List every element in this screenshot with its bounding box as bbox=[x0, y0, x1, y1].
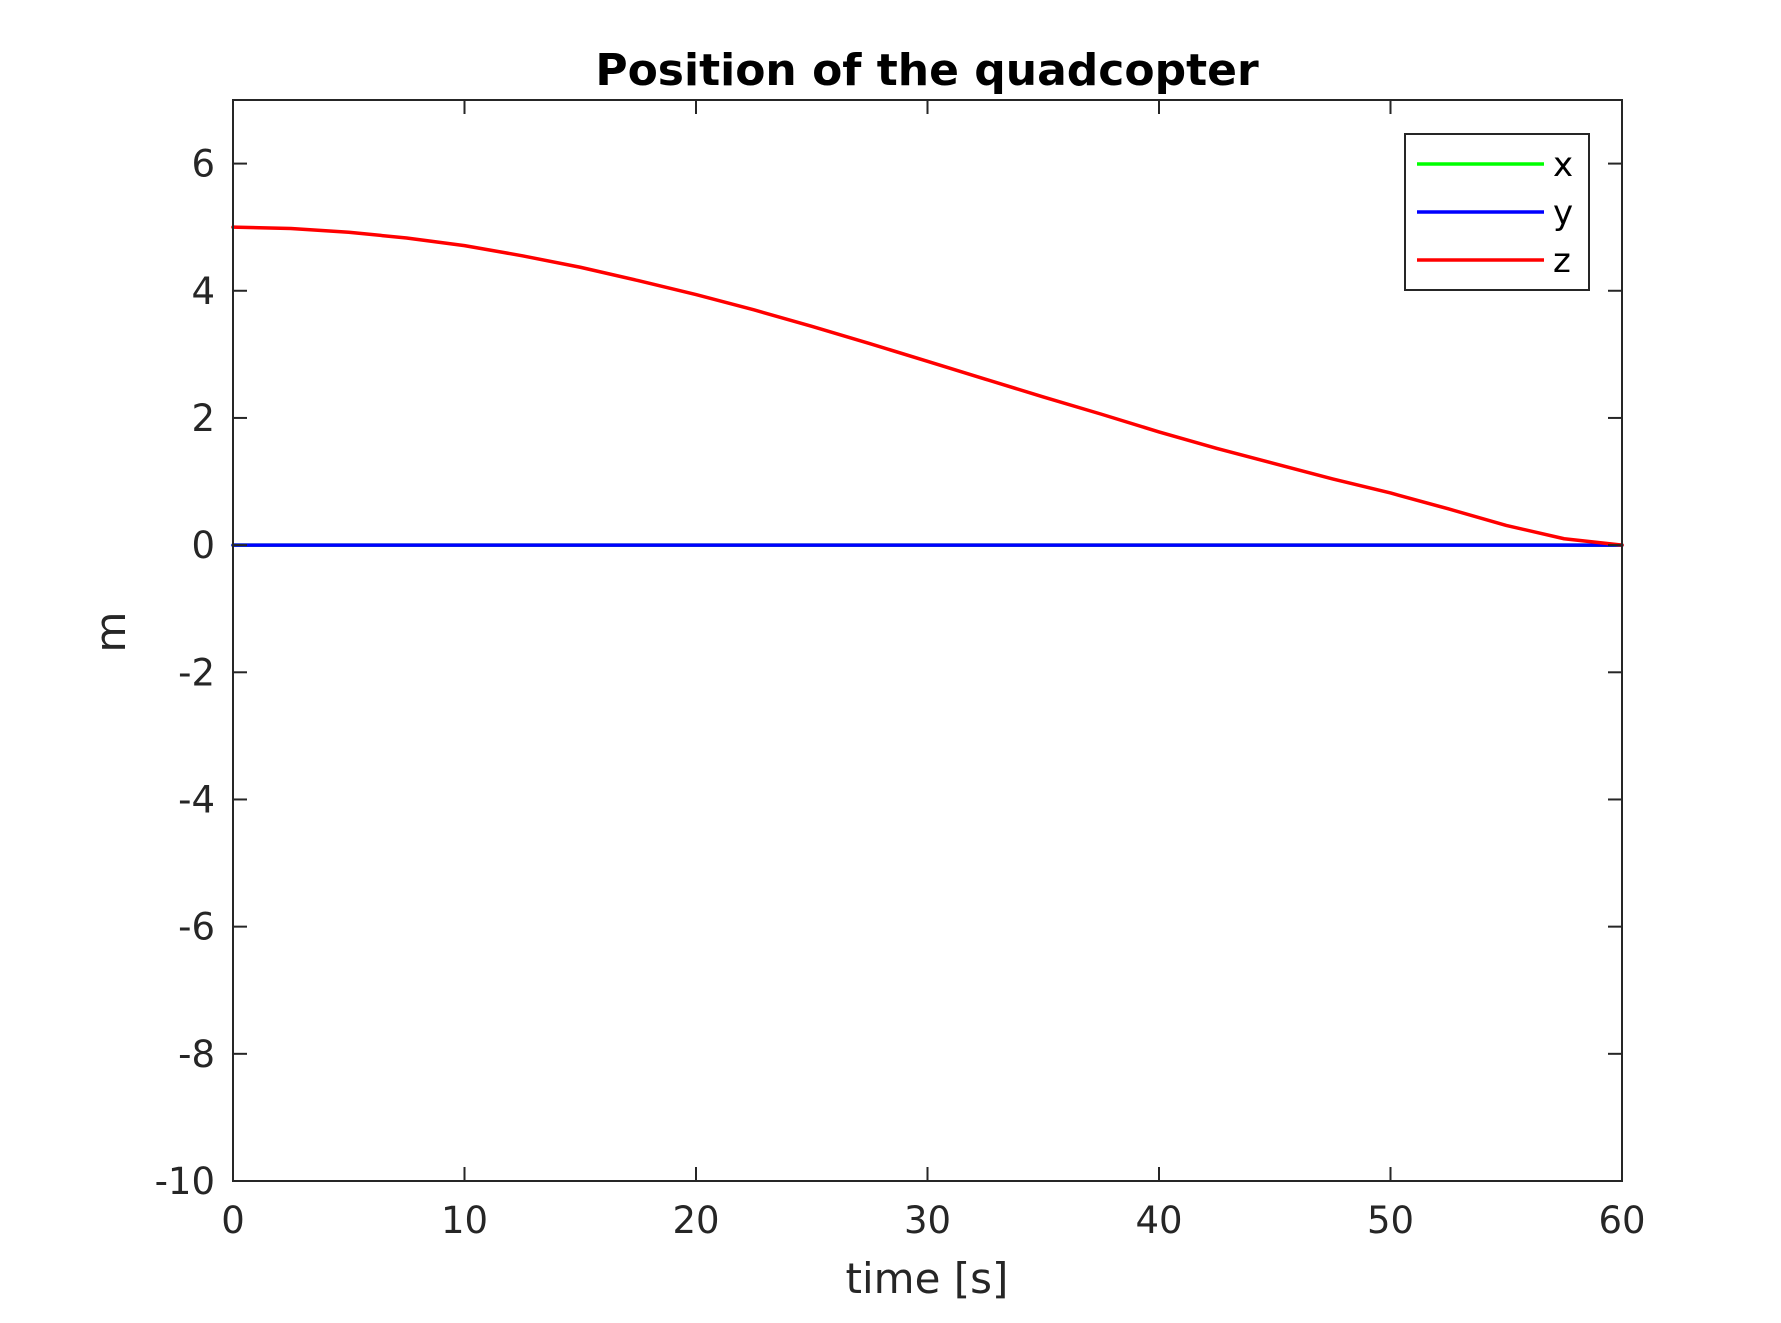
y-tick-labels: -10 -8 -6 -4 -2 0 2 4 6 bbox=[155, 143, 215, 1203]
series-line-z bbox=[231, 225, 1624, 547]
y-tick-label: 4 bbox=[191, 270, 215, 313]
legend: xyz bbox=[1404, 133, 1590, 291]
plot-area bbox=[233, 100, 1622, 1181]
x-tick-label: 60 bbox=[1598, 1199, 1645, 1242]
y-tick-label: -4 bbox=[178, 778, 215, 821]
legend-label-z: z bbox=[1553, 241, 1571, 281]
x-axis-label: time [s] bbox=[846, 1254, 1009, 1303]
y-axis-label: m bbox=[86, 612, 135, 653]
x-tick-label: 10 bbox=[441, 1199, 488, 1242]
x-tick-labels: 0 10 20 30 40 50 60 bbox=[221, 1199, 1645, 1242]
chart-title: Position of the quadcopter bbox=[595, 45, 1259, 96]
y-tick-label: 2 bbox=[191, 397, 215, 440]
legend-label-x: x bbox=[1553, 145, 1573, 185]
legend-entries: xyz bbox=[1417, 145, 1573, 281]
x-tick-label: 0 bbox=[221, 1199, 245, 1242]
x-tick-label: 20 bbox=[672, 1199, 719, 1242]
x-tick-label: 40 bbox=[1135, 1199, 1182, 1242]
x-tick-label: 50 bbox=[1367, 1199, 1414, 1242]
y-tick-label: -10 bbox=[155, 1160, 215, 1203]
y-tick-label: -8 bbox=[178, 1033, 215, 1076]
ticks-layer bbox=[232, 100, 1623, 1182]
legend-label-y: y bbox=[1553, 193, 1573, 233]
y-tick-label: -2 bbox=[178, 651, 215, 694]
y-tick-label: 0 bbox=[191, 524, 215, 567]
series-layer bbox=[231, 225, 1624, 547]
y-tick-label: 6 bbox=[191, 143, 215, 186]
x-tick-label: 30 bbox=[904, 1199, 951, 1242]
y-tick-label: -6 bbox=[178, 906, 215, 949]
